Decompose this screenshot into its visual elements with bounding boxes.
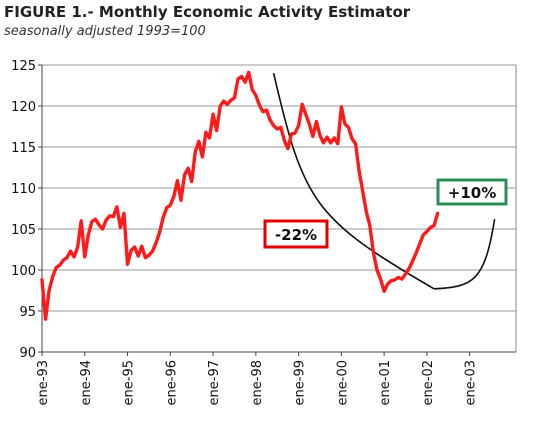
x-tick-labels: ene-93 ene-94 ene-95 ene-96 ene-97 ene-98 ene-… bbox=[36, 360, 479, 405]
trend-curve bbox=[433, 219, 496, 290]
x-tick-label: ene-93 bbox=[36, 360, 51, 405]
annotations: -22% +10% bbox=[263, 178, 508, 249]
x-tick-label: ene-96 bbox=[164, 360, 179, 405]
annotation-label: +10% bbox=[448, 184, 496, 202]
annotation-box bbox=[436, 178, 508, 206]
x-tick-label: ene-02 bbox=[421, 360, 436, 405]
trend-curves bbox=[272, 73, 496, 290]
y-tick-label: 105 bbox=[11, 223, 36, 238]
annotation-box bbox=[263, 219, 329, 249]
x-tick-label: ene-94 bbox=[79, 360, 94, 405]
grid bbox=[41, 64, 517, 353]
x-tick-label: ene-01 bbox=[378, 360, 393, 405]
y-tick-label: 120 bbox=[11, 100, 36, 115]
x-tick-label: ene-00 bbox=[335, 360, 350, 405]
y-tick-label: 110 bbox=[11, 182, 36, 197]
trend-curve bbox=[272, 73, 435, 290]
x-tick-label: ene-97 bbox=[207, 360, 222, 405]
y-tick-labels: 90 95 100 105 110 115 120 125 bbox=[11, 59, 36, 361]
y-tick-label: 125 bbox=[11, 59, 36, 74]
x-tick-label: ene-03 bbox=[464, 360, 479, 405]
x-tick-label: ene-95 bbox=[122, 360, 137, 405]
axes bbox=[38, 64, 516, 356]
y-tick-label: 90 bbox=[19, 346, 36, 361]
series bbox=[40, 70, 440, 321]
x-tick-label: ene-98 bbox=[250, 360, 265, 405]
y-tick-label: 100 bbox=[11, 264, 36, 279]
y-tick-label: 95 bbox=[19, 305, 36, 320]
y-tick-label: 115 bbox=[11, 141, 36, 156]
annotation-label: -22% bbox=[275, 226, 317, 244]
chart-subtitle: seasonally adjusted 1993=100 bbox=[4, 24, 206, 39]
x-tick-label: ene-99 bbox=[293, 360, 308, 405]
plot-area bbox=[41, 64, 517, 353]
series-line bbox=[40, 70, 440, 321]
chart-title: FIGURE 1.- Monthly Economic Activity Est… bbox=[4, 3, 411, 21]
